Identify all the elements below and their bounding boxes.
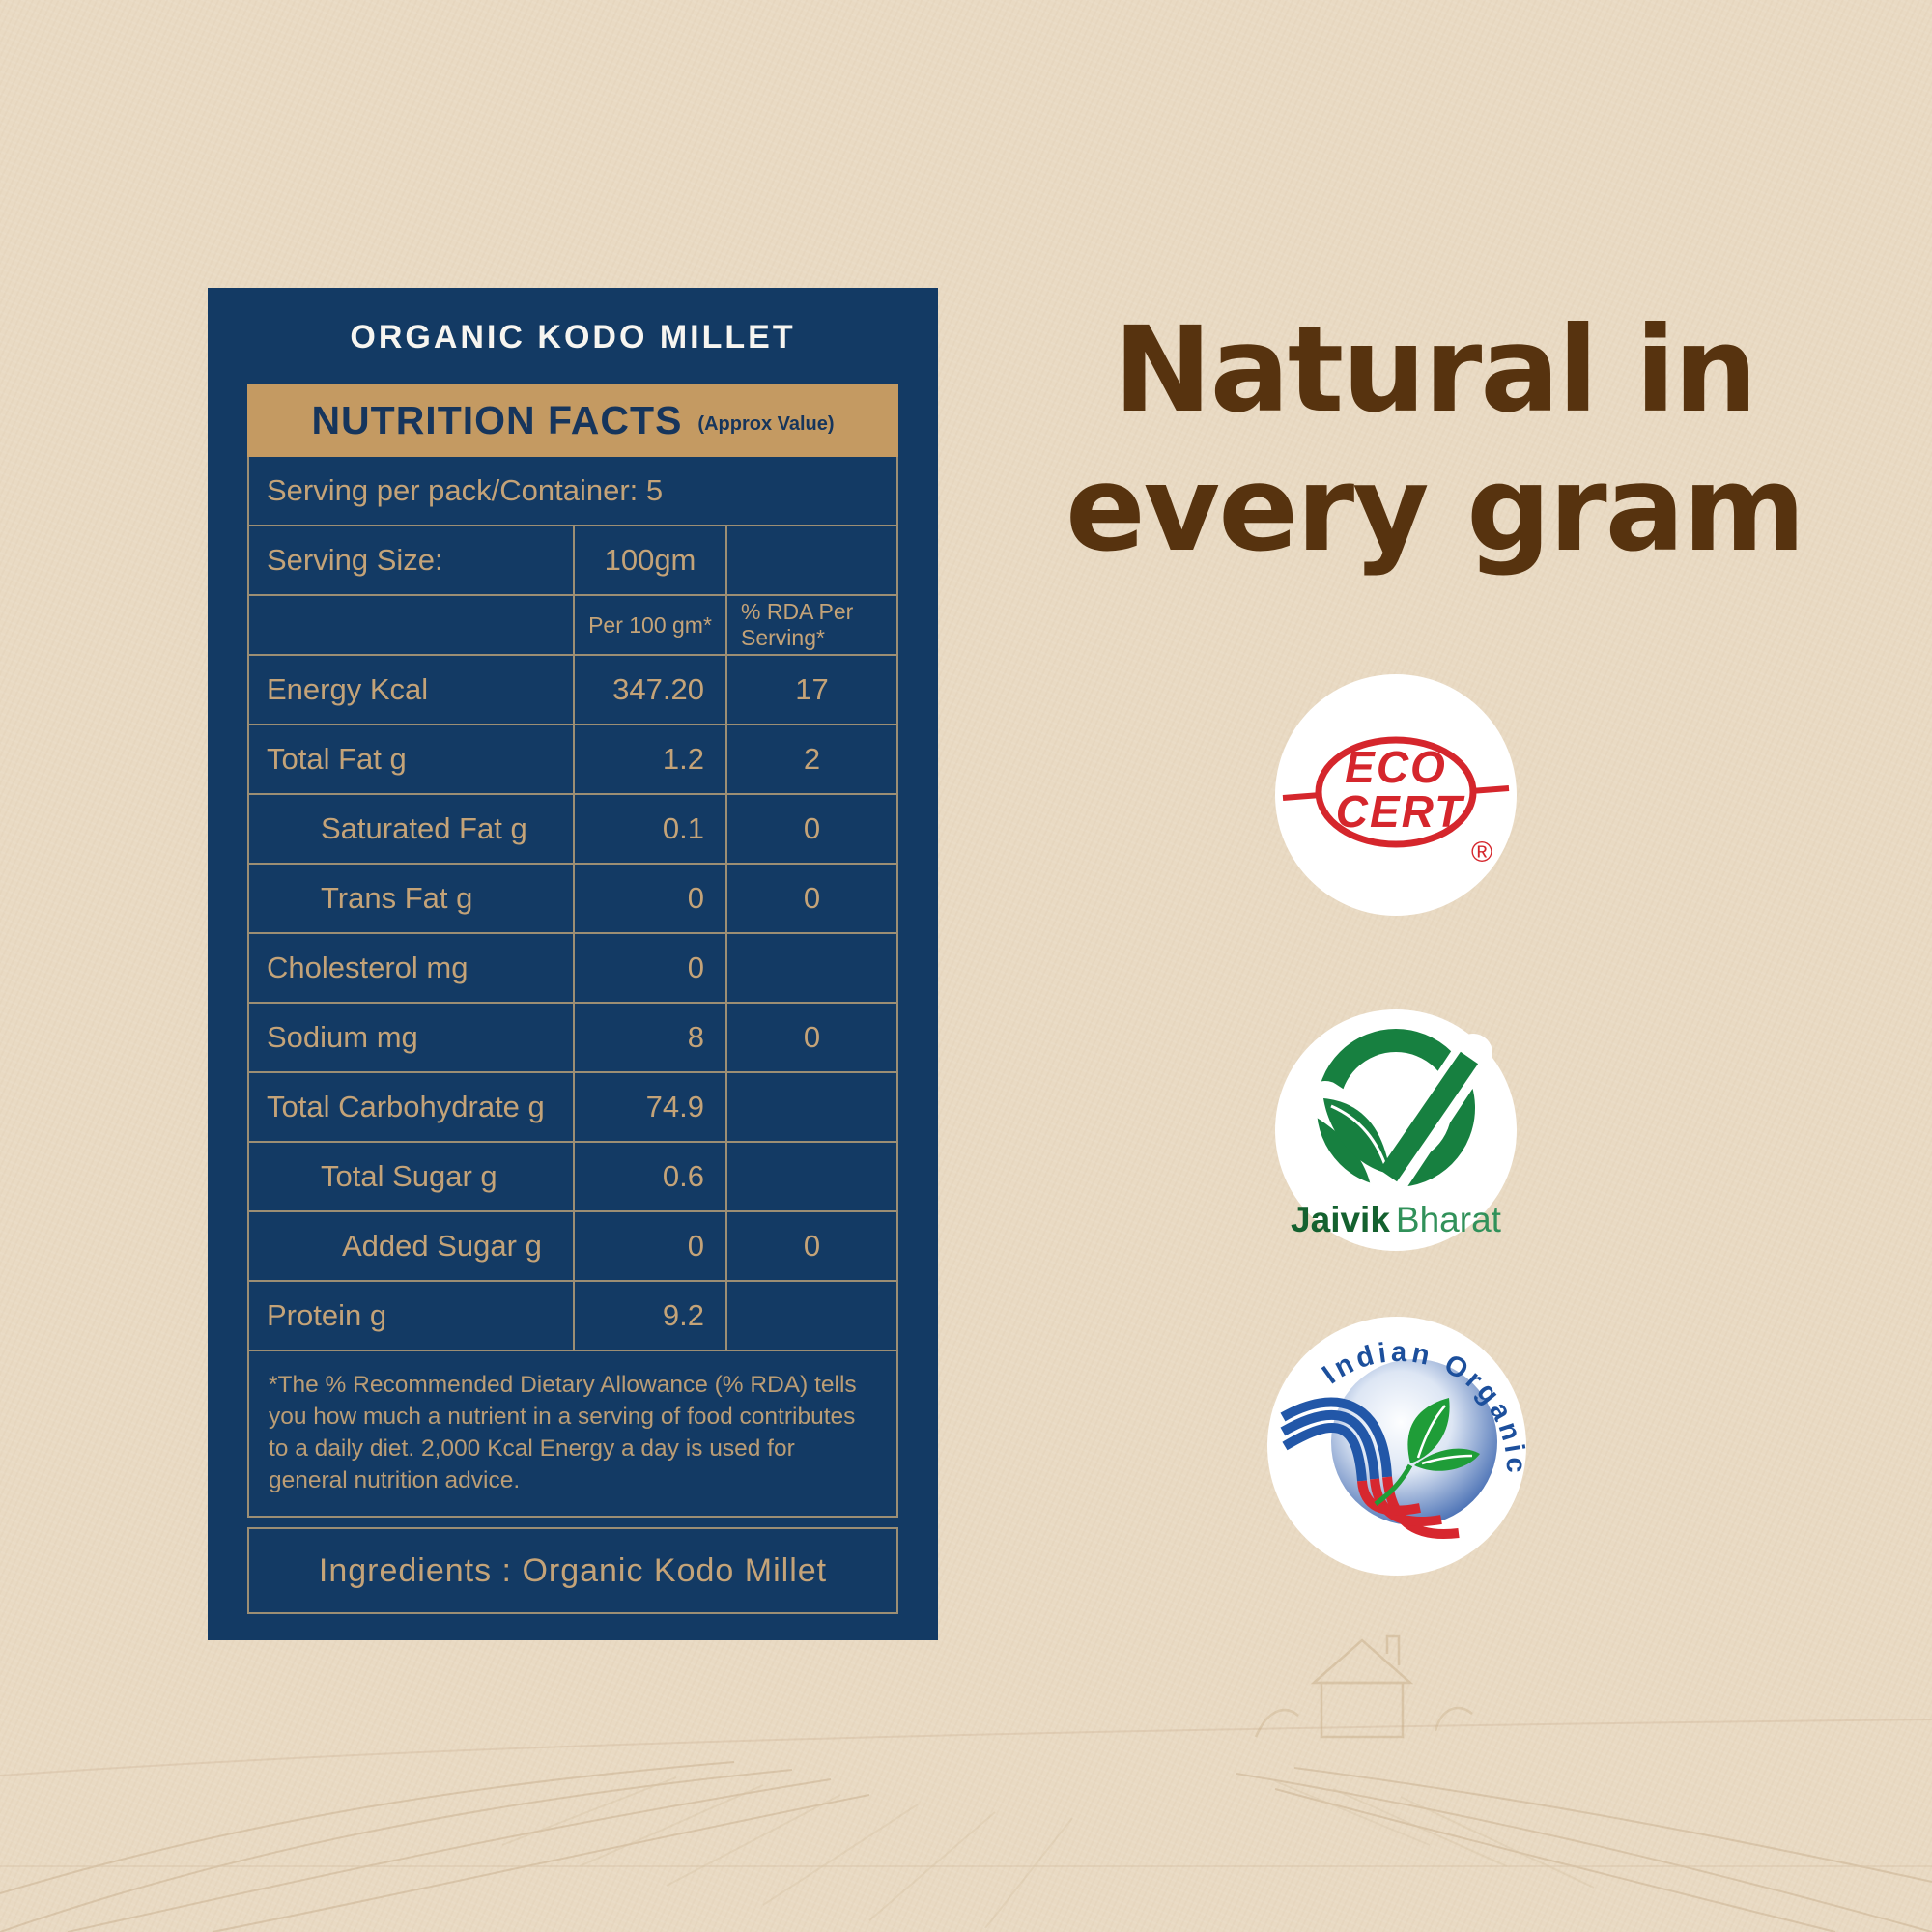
empty-cell <box>249 596 573 654</box>
registered-mark: ® <box>1471 837 1492 868</box>
table-row: Trans Fat g 0 0 <box>249 863 896 932</box>
nutrient-name: Sodium mg <box>267 1020 418 1054</box>
table-row: Added Sugar g 0 0 <box>249 1210 896 1280</box>
nutrient-name: Cholesterol mg <box>267 951 469 984</box>
table-row: Energy Kcal 347.20 17 <box>249 654 896 724</box>
table-row-serving-size: Serving Size: 100gm <box>249 525 896 594</box>
nutrient-rda: 0 <box>725 1004 896 1071</box>
nutrient-name: Energy Kcal <box>267 672 429 706</box>
nutrient-name: Protein g <box>267 1298 387 1332</box>
bharat-text: Bharat <box>1396 1200 1502 1239</box>
ingredients-box: Ingredients : Organic Kodo Millet <box>247 1527 898 1615</box>
table-row: Total Sugar g 0.6 <box>249 1141 896 1210</box>
field-illustration <box>0 1634 1932 1932</box>
nutrient-rda <box>725 934 896 1002</box>
nutrient-per100: 347.20 <box>573 656 725 724</box>
table-row: Cholesterol mg 0 <box>249 932 896 1002</box>
nutrient-rda <box>725 1073 896 1141</box>
table-row: Total Fat g 1.2 2 <box>249 724 896 793</box>
nutrient-rda <box>725 1143 896 1210</box>
nutrient-name: Total Carbohydrate g <box>267 1090 545 1123</box>
table-row: Sodium mg 8 0 <box>249 1002 896 1071</box>
serving-per-pack: Serving per pack/Container: 5 <box>267 473 664 507</box>
table-row: Total Carbohydrate g 74.9 <box>249 1071 896 1141</box>
empty-cell <box>725 526 896 594</box>
table-row-serving-per-pack: Serving per pack/Container: 5 <box>249 457 896 525</box>
nutrient-per100: 8 <box>573 1004 725 1071</box>
nutrient-name: Added Sugar g <box>342 1229 542 1263</box>
nutrient-name: Total Fat g <box>267 742 407 776</box>
nutrient-name: Trans Fat g <box>321 881 473 915</box>
headline-line1: Natural in <box>1113 301 1757 439</box>
serving-size-label: Serving Size: <box>267 543 443 577</box>
nutrient-rda: 0 <box>725 795 896 863</box>
nutrient-per100: 0.1 <box>573 795 725 863</box>
nutrient-per100: 0 <box>573 934 725 1002</box>
nutrition-facts-subtitle: (Approx Value) <box>697 412 835 435</box>
indian-organic-badge: Indian Organic <box>1267 1317 1526 1576</box>
serving-size-value: 100gm <box>573 526 725 594</box>
indian-organic-logo: Indian Organic <box>1267 1317 1526 1576</box>
rda-footnote: *The % Recommended Dietary Allowance (% … <box>269 1372 857 1494</box>
table-row: Saturated Fat g 0.1 0 <box>249 793 896 863</box>
nutrient-per100: 0 <box>573 1212 725 1280</box>
nutrient-per100: 9.2 <box>573 1282 725 1350</box>
page-headline: Natural in every gram <box>976 301 1893 580</box>
table-row: Protein g 9.2 <box>249 1280 896 1350</box>
ecocert-text-line2: CERT <box>1336 786 1465 837</box>
nutrient-per100: 0.6 <box>573 1143 725 1210</box>
nutrient-per100: 1.2 <box>573 725 725 793</box>
ecocert-badge: ECO CERT ® <box>1275 674 1517 916</box>
nutrition-facts-table: Serving per pack/Container: 5 Serving Si… <box>247 457 898 1519</box>
nutrient-name: Total Sugar g <box>321 1159 497 1193</box>
nutrition-facts-header: NUTRITION FACTS (Approx Value) <box>247 384 898 457</box>
nutrition-facts-title: NUTRITION FACTS <box>311 397 683 442</box>
product-title: ORGANIC KODO MILLET <box>350 319 796 355</box>
jaivik-bharat-badge: Jaivik Bharat <box>1275 1009 1517 1251</box>
nutrient-rda: 2 <box>725 725 896 793</box>
jaivik-bharat-text: Jaivik Bharat <box>1291 1200 1502 1239</box>
nutrient-rda: 0 <box>725 865 896 932</box>
nutrient-rda: 0 <box>725 1212 896 1280</box>
jaivik-bharat-logo: Jaivik Bharat <box>1275 1009 1517 1251</box>
table-row-column-headers: Per 100 gm* % RDA Per Serving* <box>249 594 896 654</box>
nutrient-per100: 74.9 <box>573 1073 725 1141</box>
nutrient-name: Saturated Fat g <box>321 811 527 845</box>
ecocert-text-line1: ECO <box>1345 742 1447 792</box>
nutrient-rda <box>725 1282 896 1350</box>
nutrition-label-panel: ORGANIC KODO MILLET NUTRITION FACTS (App… <box>208 288 938 1640</box>
column-header-per-100: Per 100 gm* <box>573 596 725 654</box>
nutrient-per100: 0 <box>573 865 725 932</box>
column-header-rda: % RDA Per Serving* <box>725 596 896 654</box>
table-row-footnote: *The % Recommended Dietary Allowance (% … <box>249 1350 896 1516</box>
nutrient-rda: 17 <box>725 656 896 724</box>
headline-line2: every gram <box>1065 440 1805 578</box>
ecocert-logo: ECO CERT ® <box>1275 674 1517 916</box>
nutrition-facts-box: NUTRITION FACTS (Approx Value) Serving p… <box>247 384 898 1615</box>
jaivik-text: Jaivik <box>1291 1200 1390 1239</box>
